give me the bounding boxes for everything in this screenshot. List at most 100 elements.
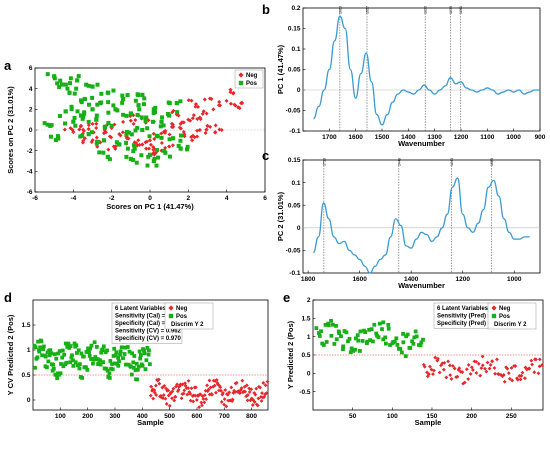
- neg-point: [111, 144, 116, 149]
- y-tick-label: 4: [29, 86, 33, 93]
- neg-point: [432, 368, 436, 373]
- pos-point: [174, 101, 179, 106]
- pos-point: [147, 348, 151, 353]
- pos-point: [321, 343, 326, 347]
- pos-point: [101, 138, 107, 143]
- neg-point: [230, 399, 234, 404]
- pos-point: [400, 350, 404, 355]
- pos-point: [79, 351, 84, 356]
- pos-point: [167, 137, 172, 142]
- pos-point: [55, 134, 61, 139]
- x-tick-label: 1100: [480, 134, 494, 141]
- pos-point: [39, 339, 44, 344]
- neg-point: [256, 396, 261, 401]
- neg-point: [133, 117, 138, 122]
- pos-point: [72, 341, 77, 346]
- pos-point: [383, 341, 388, 346]
- pos-point: [80, 116, 85, 121]
- neg-point: [196, 393, 201, 398]
- neg-point: [214, 378, 219, 382]
- pos-point: [105, 348, 109, 353]
- pos-point: [136, 103, 141, 108]
- neg-point: [447, 363, 452, 368]
- neg-point: [171, 108, 176, 113]
- pos-point: [40, 353, 44, 358]
- pos-point: [142, 348, 146, 353]
- pos-point: [133, 98, 138, 103]
- pos-point: [98, 362, 103, 367]
- pos-point: [421, 337, 425, 342]
- neg-point: [452, 366, 457, 371]
- pos-point: [147, 134, 152, 139]
- pos-point: [118, 352, 122, 357]
- x-tick-label: 900: [535, 134, 546, 141]
- legend-pos-label: Pos: [176, 314, 188, 320]
- pos-point: [53, 138, 58, 143]
- pos-point: [119, 345, 124, 350]
- neg-point: [258, 385, 262, 390]
- neg-point: [152, 388, 157, 393]
- pos-point: [57, 114, 62, 119]
- neg-point: [62, 127, 67, 132]
- pos-point: [68, 344, 73, 348]
- pos-point: [136, 93, 141, 98]
- pos-point: [134, 160, 139, 165]
- neg-point: [479, 366, 484, 371]
- pos-point: [101, 344, 106, 349]
- neg-point: [211, 107, 216, 112]
- pos-point: [143, 367, 148, 372]
- pos-point: [145, 163, 150, 168]
- neg-point: [187, 390, 192, 394]
- y-axis-label: PC 2 (31.01%): [276, 191, 285, 241]
- pos-point: [356, 338, 361, 343]
- neg-point: [427, 372, 431, 377]
- pos-point: [146, 352, 151, 357]
- pos-point: [65, 86, 70, 91]
- pos-point: [54, 356, 59, 361]
- neg-point: [178, 126, 183, 131]
- pos-point: [58, 78, 63, 83]
- pos-point: [73, 123, 78, 128]
- pos-point: [111, 103, 116, 108]
- pos-point: [347, 336, 352, 341]
- x-axis-label: Wavenumber: [398, 281, 445, 290]
- pos-point: [69, 355, 74, 360]
- x-tick-label: 0: [148, 195, 152, 202]
- pos-point: [52, 74, 57, 79]
- neg-point: [462, 380, 467, 385]
- x-tick-label: 1700: [322, 134, 337, 141]
- x-tick-label: 2: [187, 195, 191, 202]
- neg-point: [221, 390, 225, 395]
- pos-point: [125, 345, 130, 349]
- neg-point: [227, 390, 232, 395]
- neg-point: [488, 363, 493, 367]
- neg-point: [146, 146, 151, 151]
- pos-point: [324, 340, 329, 344]
- pos-point: [50, 368, 55, 373]
- x-tick-label: 1300: [427, 134, 442, 141]
- pos-point: [80, 375, 84, 380]
- stats-line: Specificity (CV) = 0.970: [115, 336, 182, 342]
- neg-point: [540, 363, 544, 367]
- neg-point: [186, 98, 191, 103]
- pos-point: [419, 340, 424, 345]
- x-tick-label: 250: [506, 413, 517, 420]
- pos-point: [167, 154, 172, 159]
- neg-point: [143, 140, 148, 145]
- pos-point: [95, 102, 100, 107]
- pos-point: [414, 334, 419, 339]
- test-prediction-panel: 50 100 150 200 250 -0.5 0 0.5 1 1.5 2 Sample Y Predi…: [286, 297, 544, 427]
- pos-point: [142, 351, 147, 356]
- x-tick-label: 400: [137, 413, 148, 420]
- x-tick-label: 150: [427, 413, 438, 420]
- neg-point: [117, 132, 122, 137]
- neg-point: [520, 370, 525, 375]
- neg-point: [214, 390, 218, 395]
- pos-point: [72, 115, 77, 120]
- pos-point: [53, 372, 58, 377]
- neg-point: [448, 373, 453, 378]
- neg-point: [193, 393, 198, 398]
- pos-point: [135, 112, 140, 117]
- neg-point: [191, 399, 196, 404]
